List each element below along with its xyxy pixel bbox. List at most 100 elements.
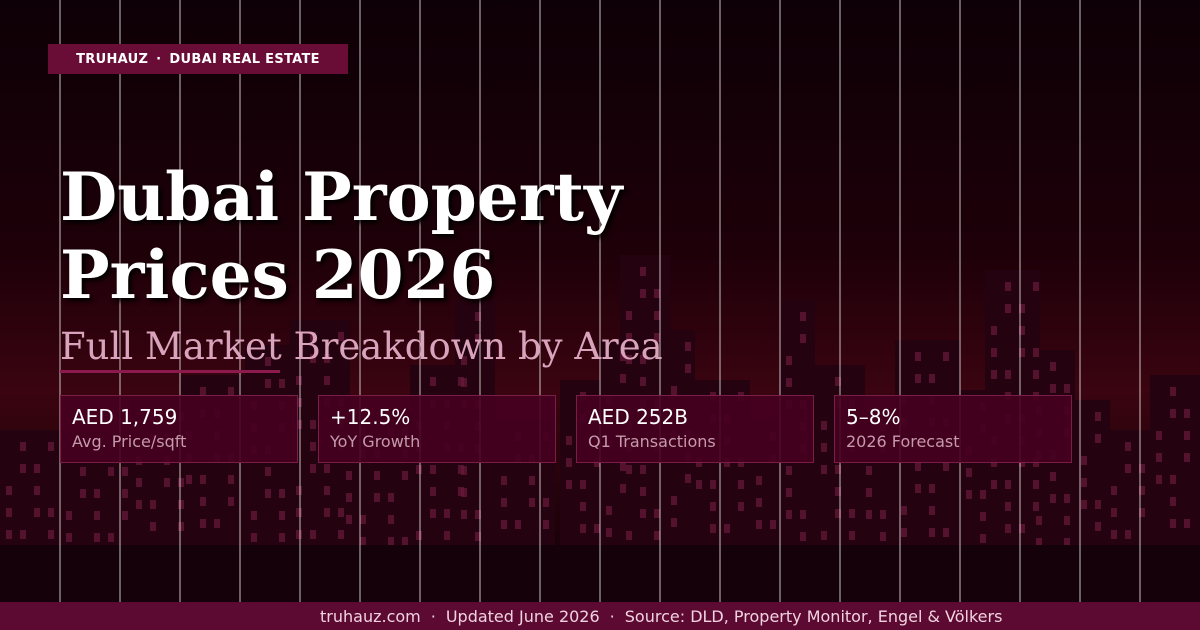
- window: [122, 489, 128, 498]
- window: [620, 462, 626, 471]
- window: [786, 510, 792, 519]
- window: [430, 377, 436, 386]
- window: [640, 355, 646, 364]
- stat-card: AED 1,759 Avg. Price/sqft: [60, 395, 298, 463]
- window: [200, 519, 206, 528]
- window: [214, 519, 220, 528]
- window: [654, 333, 660, 342]
- window: [835, 377, 841, 386]
- window: [566, 436, 572, 445]
- window: [1111, 508, 1117, 517]
- footer-separator: ·: [609, 606, 615, 626]
- window: [671, 518, 677, 527]
- window: [310, 442, 316, 451]
- window: [626, 311, 632, 320]
- window: [1005, 370, 1011, 379]
- window: [324, 354, 330, 363]
- badge-separator: ·: [156, 51, 162, 67]
- window: [461, 378, 467, 387]
- window: [6, 486, 12, 495]
- window: [178, 500, 184, 509]
- window: [150, 522, 156, 531]
- window: [991, 326, 997, 335]
- stat-value: AED 1,759: [72, 405, 178, 429]
- stat-value: +12.5%: [330, 405, 411, 429]
- window: [685, 364, 691, 373]
- window: [901, 528, 907, 537]
- window: [279, 489, 285, 498]
- window: [501, 520, 507, 529]
- stat-label: YoY Growth: [330, 432, 421, 451]
- window: [640, 377, 646, 386]
- stat-card: 5–8% 2026 Forecast: [834, 395, 1072, 463]
- window: [48, 442, 54, 451]
- window: [1050, 472, 1056, 481]
- window: [1064, 538, 1070, 547]
- window: [475, 510, 481, 519]
- window: [685, 342, 691, 351]
- window: [929, 506, 935, 515]
- window: [543, 498, 549, 507]
- stat-label: Q1 Transactions: [588, 432, 716, 451]
- window: [580, 524, 586, 533]
- window: [991, 480, 997, 489]
- window: [738, 480, 744, 489]
- window: [1019, 348, 1025, 357]
- window: [835, 487, 841, 496]
- window: [1033, 480, 1039, 489]
- window: [338, 530, 344, 539]
- window: [800, 312, 806, 321]
- window: [296, 530, 302, 539]
- stat-label: 2026 Forecast: [846, 432, 960, 451]
- window: [430, 487, 436, 496]
- window: [1170, 497, 1176, 506]
- window: [80, 489, 86, 498]
- window: [461, 510, 467, 519]
- window: [640, 267, 646, 276]
- window: [866, 510, 872, 519]
- window: [1125, 530, 1131, 539]
- window: [756, 498, 762, 507]
- window: [200, 387, 206, 396]
- footer-site: truhauz.com: [320, 606, 421, 626]
- window: [991, 370, 997, 379]
- accent-rule: [60, 370, 280, 373]
- window: [265, 467, 271, 476]
- window: [310, 530, 316, 539]
- window: [178, 522, 184, 531]
- window: [786, 356, 792, 365]
- window: [265, 379, 271, 388]
- window: [265, 357, 271, 366]
- window: [849, 509, 855, 518]
- window: [756, 520, 762, 529]
- window: [108, 533, 114, 542]
- window: [48, 508, 54, 517]
- window: [915, 462, 921, 471]
- window: [1111, 486, 1117, 495]
- window: [943, 462, 949, 471]
- window: [136, 478, 142, 487]
- window: [430, 465, 436, 474]
- window: [346, 515, 352, 524]
- window: [66, 533, 72, 542]
- window: [786, 378, 792, 387]
- footer-updated: Updated June 2026: [445, 606, 600, 626]
- window: [620, 484, 626, 493]
- window: [1033, 502, 1039, 511]
- window: [1036, 516, 1042, 525]
- window: [710, 502, 716, 511]
- window: [475, 532, 481, 541]
- footer-source: Source: DLD, Property Monitor, Engel & V…: [624, 606, 1003, 626]
- window: [929, 374, 935, 383]
- window: [849, 531, 855, 540]
- window: [1095, 522, 1101, 531]
- window: [416, 465, 422, 474]
- window: [756, 476, 762, 485]
- window: [1005, 502, 1011, 511]
- window: [360, 537, 366, 546]
- window: [966, 468, 972, 477]
- window: [228, 497, 234, 506]
- window: [1050, 494, 1056, 503]
- window: [671, 496, 677, 505]
- window: [20, 464, 26, 473]
